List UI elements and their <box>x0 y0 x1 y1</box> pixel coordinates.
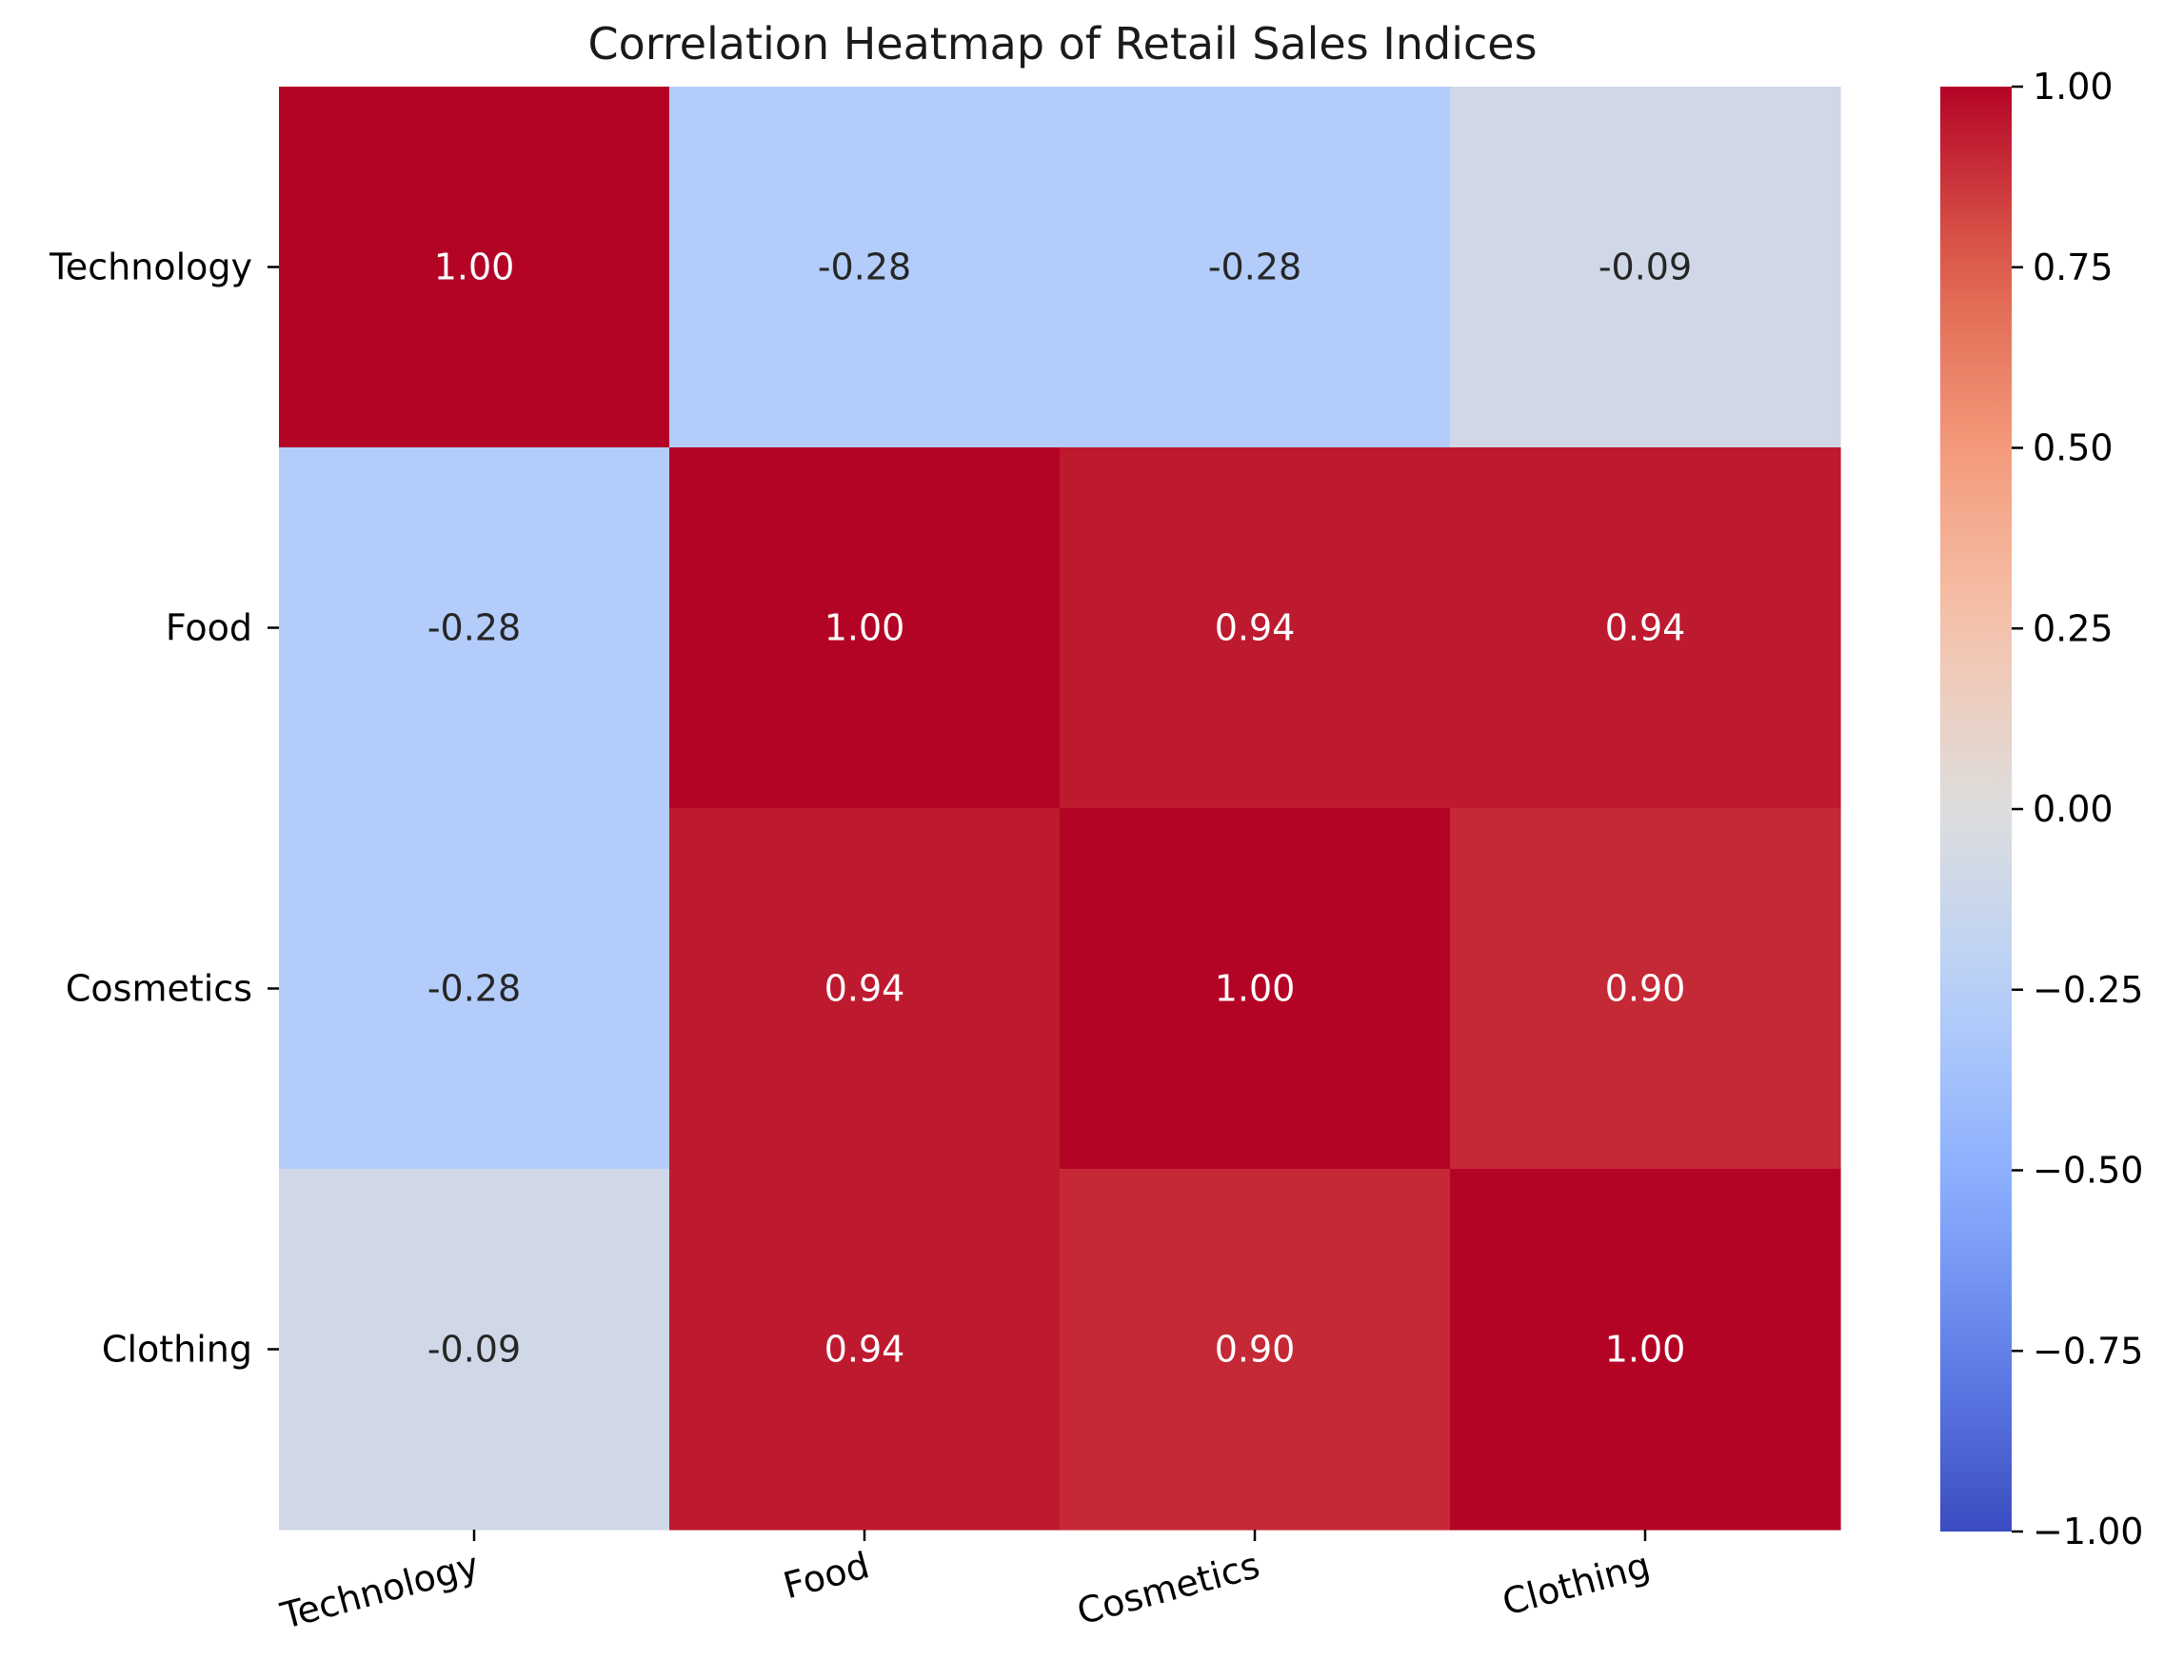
heatmap-cell-2-0 <box>279 808 670 1170</box>
colorbar-tick-label-1: 0.75 <box>2033 247 2114 288</box>
heatmap-cell-2-1 <box>669 808 1061 1170</box>
colorbar <box>1940 87 2012 1532</box>
heatmap-cell-0-3 <box>1450 87 1841 448</box>
y-tick-label-1: Food <box>166 607 252 649</box>
heatmap-cell-3-0 <box>279 1169 670 1531</box>
colorbar-tick-label-5: −0.25 <box>2033 969 2143 1011</box>
heatmap-cell-3-2 <box>1060 1169 1451 1531</box>
colorbar-tick-label-6: −0.50 <box>2033 1150 2143 1192</box>
heatmap-cells <box>279 87 1841 1531</box>
cell-annotation-0-3: -0.09 <box>1598 247 1692 288</box>
cell-annotation-1-0: -0.28 <box>427 607 521 649</box>
cell-annotations: 1.00 -0.28 -0.28 -0.09 -0.28 1.00 0.94 0.94 -0.2… <box>427 247 1692 1371</box>
x-tick-label-0: Technology <box>276 1544 484 1637</box>
y-axis-ticks: Technology Food Cosmetics Clothing <box>49 247 279 1371</box>
heatmap-cell-3-1 <box>669 1169 1061 1531</box>
colorbar-tick-label-2: 0.50 <box>2033 427 2114 469</box>
cell-annotation-3-0: -0.09 <box>427 1329 521 1371</box>
x-tick-label-2: Cosmetics <box>1073 1544 1264 1632</box>
heatmap-cell-0-2 <box>1060 87 1451 448</box>
colorbar-tick-label-0: 1.00 <box>2033 66 2114 108</box>
heatmap-cell-0-1 <box>669 87 1061 448</box>
cell-annotation-0-2: -0.28 <box>1208 247 1301 288</box>
cell-annotation-1-2: 0.94 <box>1215 607 1296 649</box>
heatmap-cell-3-3 <box>1450 1169 1841 1531</box>
heatmap-cell-2-2 <box>1060 808 1451 1170</box>
x-tick-label-1: Food <box>779 1544 873 1607</box>
y-tick-label-3: Clothing <box>102 1329 252 1371</box>
cell-annotation-3-3: 1.00 <box>1605 1329 1686 1371</box>
colorbar-tick-label-3: 0.25 <box>2033 607 2114 649</box>
chart-title: Correlation Heatmap of Retail Sales Indi… <box>587 18 1537 69</box>
heatmap-cell-1-3 <box>1450 447 1841 809</box>
x-tick-label-3: Clothing <box>1498 1544 1654 1623</box>
cell-annotation-1-1: 1.00 <box>824 607 905 649</box>
cell-annotation-2-2: 1.00 <box>1215 968 1296 1010</box>
colorbar-ticks: 1.00 0.75 0.50 0.25 0.00 −0.25 −0.50 −0.75 −1.00 <box>2012 66 2143 1552</box>
cell-annotation-3-1: 0.94 <box>824 1329 905 1371</box>
heatmap-cell-1-0 <box>279 447 670 809</box>
cell-annotation-2-3: 0.90 <box>1605 968 1686 1010</box>
colorbar-tick-label-8: −1.00 <box>2033 1511 2143 1552</box>
cell-annotation-0-0: 1.00 <box>434 247 515 288</box>
cell-annotation-0-1: -0.28 <box>818 247 911 288</box>
cell-annotation-3-2: 0.90 <box>1215 1329 1296 1371</box>
heatmap-cell-2-3 <box>1450 808 1841 1170</box>
heatmap-cell-1-1 <box>669 447 1061 809</box>
y-tick-label-2: Cosmetics <box>66 968 252 1010</box>
cell-annotation-1-3: 0.94 <box>1605 607 1686 649</box>
heatmap-cell-1-2 <box>1060 447 1451 809</box>
y-tick-label-0: Technology <box>49 247 252 288</box>
cell-annotation-2-0: -0.28 <box>427 968 521 1010</box>
x-axis-ticks: Technology Food Cosmetics Clothing <box>276 1530 1655 1637</box>
colorbar-gradient <box>1940 87 2012 1532</box>
cell-annotation-2-1: 0.94 <box>824 968 905 1010</box>
colorbar-tick-label-7: −0.75 <box>2033 1330 2143 1372</box>
colorbar-tick-label-4: 0.00 <box>2033 788 2114 830</box>
heatmap-cell-0-0 <box>279 87 670 448</box>
